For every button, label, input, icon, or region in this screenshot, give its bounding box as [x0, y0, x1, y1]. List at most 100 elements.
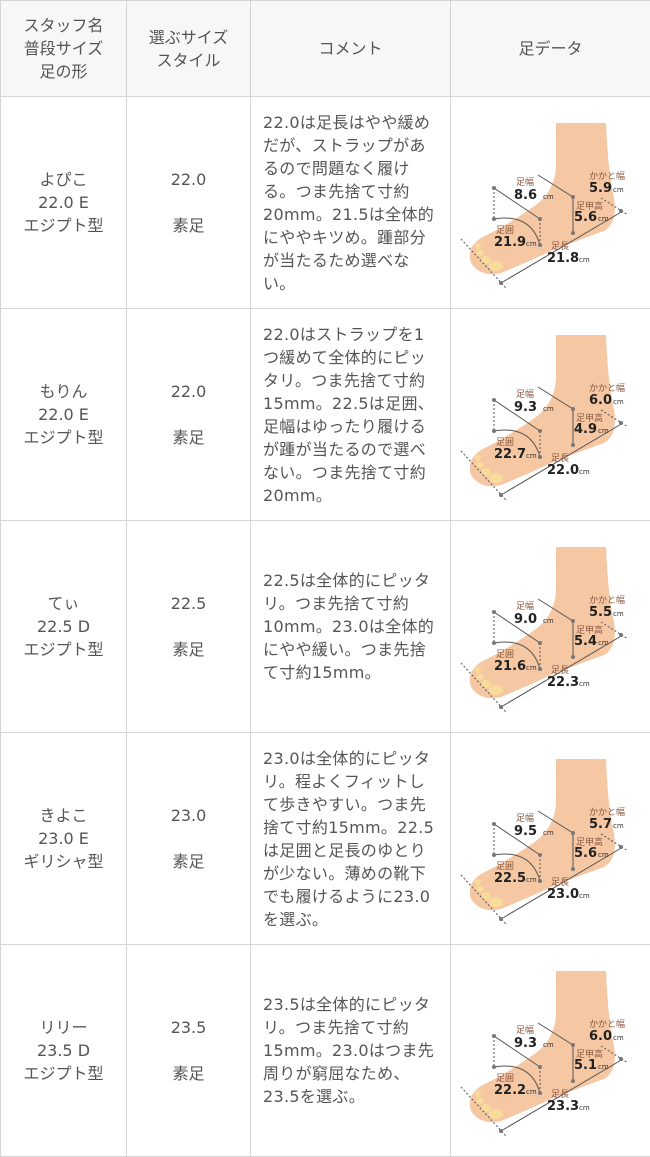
- header-usual-size: 普段サイズ: [2, 37, 125, 60]
- size-cell: 22.0 素足: [127, 97, 251, 309]
- unit-cm: cm: [543, 829, 554, 837]
- unit-cm: cm: [613, 610, 624, 618]
- foot-girth-value: 22.5: [494, 871, 526, 886]
- style: 素足: [128, 1062, 249, 1085]
- foot-length-value: 23.3: [547, 1099, 579, 1114]
- foot-girth-value: 22.2: [494, 1083, 526, 1098]
- unit-cm: cm: [613, 398, 624, 406]
- staff-cell: きよこ 23.0 E ギリシャ型: [1, 733, 127, 945]
- header-style: スタイル: [128, 49, 249, 72]
- foot-data-cell: 足幅 8.6 cm かかと幅 5.9 cm 足甲高 5.6 cm 足囲 21.9…: [451, 97, 650, 309]
- unit-cm: cm: [526, 1088, 537, 1096]
- heel-width-value: 5.9: [589, 181, 612, 196]
- staff-name: てぃ: [2, 592, 125, 615]
- size-cell: 23.0 素足: [127, 733, 251, 945]
- unit-cm: cm: [579, 468, 590, 476]
- unit-cm: cm: [579, 1104, 590, 1112]
- staff-name: きよこ: [2, 804, 125, 827]
- style: 素足: [128, 214, 249, 237]
- header-foot-data: 足データ: [451, 1, 650, 97]
- unit-cm: cm: [598, 427, 609, 435]
- size-cell: 22.5 素足: [127, 521, 251, 733]
- foot-girth-value: 21.9: [494, 235, 526, 250]
- chosen-size: 22.0: [128, 380, 249, 403]
- size-cell: 22.0 素足: [127, 309, 251, 521]
- usual-size: 22.5 D: [2, 615, 125, 638]
- comment-cell: 22.0は足長はやや緩めだが、ストラップがあるので問題なく履ける。つま先捨て寸約…: [251, 97, 451, 309]
- unit-cm: cm: [579, 256, 590, 264]
- chosen-size: 23.5: [128, 1016, 249, 1039]
- unit-cm: cm: [613, 1034, 624, 1042]
- staff-name: もりん: [2, 380, 125, 403]
- table-row: てぃ 22.5 D エジプト型 22.5 素足 22.5は全体的にピッタリ。つま…: [1, 521, 650, 733]
- foot-girth-value: 21.6: [494, 659, 526, 674]
- foot-width-label: 足幅: [516, 600, 534, 612]
- foot-shape: エジプト型: [2, 426, 125, 449]
- staff-cell: よぴこ 22.0 E エジプト型: [1, 97, 127, 309]
- foot-width-label: 足幅: [516, 812, 534, 824]
- foot-length-value: 22.0: [547, 463, 579, 478]
- style: 素足: [128, 426, 249, 449]
- foot-shape: エジプト型: [2, 1062, 125, 1085]
- heel-width-value: 5.5: [589, 605, 612, 620]
- foot-shape: エジプト型: [2, 638, 125, 661]
- instep-height-value: 4.9: [574, 422, 597, 437]
- style: 素足: [128, 638, 249, 661]
- unit-cm: cm: [613, 186, 624, 194]
- unit-cm: cm: [598, 639, 609, 647]
- foot-width-value: 9.3: [514, 400, 537, 415]
- foot-width-value: 8.6: [514, 188, 537, 203]
- comment-cell: 23.5は全体的にピッタリ。つま先捨て寸約15mm。23.0はつま先周りが窮屈な…: [251, 945, 451, 1157]
- instep-height-value: 5.4: [574, 634, 597, 649]
- foot-width-label: 足幅: [516, 1024, 534, 1036]
- foot-width-label: 足幅: [516, 388, 534, 400]
- header-row: スタッフ名 普段サイズ 足の形 選ぶサイズ スタイル コメント 足データ: [1, 1, 650, 97]
- staff-name: リリー: [2, 1016, 125, 1039]
- style: 素足: [128, 850, 249, 873]
- comment-cell: 22.0はストラップを1つ緩めて全体的にピッタリ。つま先捨て寸約15mm。22.…: [251, 309, 451, 521]
- unit-cm: cm: [598, 851, 609, 859]
- heel-width-value: 6.0: [589, 1029, 612, 1044]
- foot-girth-value: 22.7: [494, 447, 526, 462]
- foot-width-value: 9.0: [514, 612, 537, 627]
- table-row: きよこ 23.0 E ギリシャ型 23.0 素足 23.0は全体的にピッタリ。程…: [1, 733, 650, 945]
- staff-cell: リリー 23.5 D エジプト型: [1, 945, 127, 1157]
- header-staff-name: スタッフ名: [2, 14, 125, 37]
- foot-diagram: 足幅 9.3 cm かかと幅 6.0 cm 足甲高 4.9 cm 足囲 22.7…: [456, 325, 646, 505]
- header-staff: スタッフ名 普段サイズ 足の形: [1, 1, 127, 97]
- comment-cell: 23.0は全体的にピッタリ。程よくフィットして歩きやすい。つま先捨て寸約15mm…: [251, 733, 451, 945]
- foot-diagram: 足幅 8.6 cm かかと幅 5.9 cm 足甲高 5.6 cm 足囲 21.9…: [456, 113, 646, 293]
- unit-cm: cm: [613, 822, 624, 830]
- foot-width-label: 足幅: [516, 176, 534, 188]
- instep-height-value: 5.6: [574, 210, 597, 225]
- usual-size: 22.0 E: [2, 403, 125, 426]
- usual-size: 23.0 E: [2, 827, 125, 850]
- heel-width-value: 5.7: [589, 817, 612, 832]
- foot-shape: エジプト型: [2, 214, 125, 237]
- instep-height-value: 5.6: [574, 846, 597, 861]
- staff-name: よぴこ: [2, 168, 125, 191]
- foot-width-value: 9.3: [514, 1036, 537, 1051]
- foot-data-cell: 足幅 9.5 cm かかと幅 5.7 cm 足甲高 5.6 cm 足囲 22.5…: [451, 733, 650, 945]
- header-comment: コメント: [251, 1, 451, 97]
- chosen-size: 23.0: [128, 804, 249, 827]
- foot-length-value: 22.3: [547, 675, 579, 690]
- foot-diagram: 足幅 9.0 cm かかと幅 5.5 cm 足甲高 5.4 cm 足囲 21.6…: [456, 537, 646, 717]
- table-row: よぴこ 22.0 E エジプト型 22.0 素足 22.0は足長はやや緩めだが、…: [1, 97, 650, 309]
- foot-data-cell: 足幅 9.0 cm かかと幅 5.5 cm 足甲高 5.4 cm 足囲 21.6…: [451, 521, 650, 733]
- table-row: リリー 23.5 D エジプト型 23.5 素足 23.5は全体的にピッタリ。つ…: [1, 945, 650, 1157]
- unit-cm: cm: [543, 405, 554, 413]
- foot-diagram: 足幅 9.5 cm かかと幅 5.7 cm 足甲高 5.6 cm 足囲 22.5…: [456, 749, 646, 929]
- unit-cm: cm: [543, 617, 554, 625]
- unit-cm: cm: [526, 240, 537, 248]
- foot-diagram: 足幅 9.3 cm かかと幅 6.0 cm 足甲高 5.1 cm 足囲 22.2…: [456, 961, 646, 1141]
- unit-cm: cm: [526, 876, 537, 884]
- heel-width-value: 6.0: [589, 393, 612, 408]
- foot-data-cell: 足幅 9.3 cm かかと幅 6.0 cm 足甲高 5.1 cm 足囲 22.2…: [451, 945, 650, 1157]
- foot-data-cell: 足幅 9.3 cm かかと幅 6.0 cm 足甲高 4.9 cm 足囲 22.7…: [451, 309, 650, 521]
- usual-size: 22.0 E: [2, 191, 125, 214]
- unit-cm: cm: [579, 680, 590, 688]
- comment-cell: 22.5は全体的にピッタリ。つま先捨て寸約10mm。23.0は全体的にやや緩い。…: [251, 521, 451, 733]
- unit-cm: cm: [543, 193, 554, 201]
